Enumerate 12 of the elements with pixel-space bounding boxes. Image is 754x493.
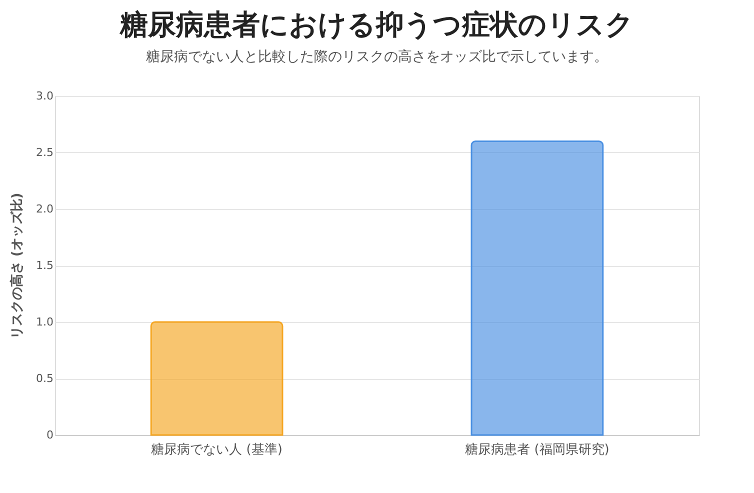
y-axis-title: リスクの高さ (オッズ比) [9, 192, 26, 340]
y-tick-label: 3.0 [36, 90, 54, 102]
chart-subtitle: 糖尿病でない人と比較した際のリスクの高さをオッズ比で示しています。 [146, 49, 608, 65]
y-tick-label: 1.5 [36, 259, 54, 272]
y-tick-label: 2.5 [36, 146, 54, 159]
y-tick-label: 0 [46, 428, 54, 442]
x-tick-label: 糖尿病でない人 (基準) [151, 442, 282, 458]
y-tick-label: 0.5 [36, 372, 54, 385]
y-tick-label: 2.0 [36, 202, 54, 216]
chart-title: 糖尿病患者における抑うつ症状のリスク [119, 8, 634, 41]
x-tick-label: 糖尿病患者 (福岡県研究) [465, 442, 610, 458]
y-tick-label: 1.0 [36, 316, 54, 328]
